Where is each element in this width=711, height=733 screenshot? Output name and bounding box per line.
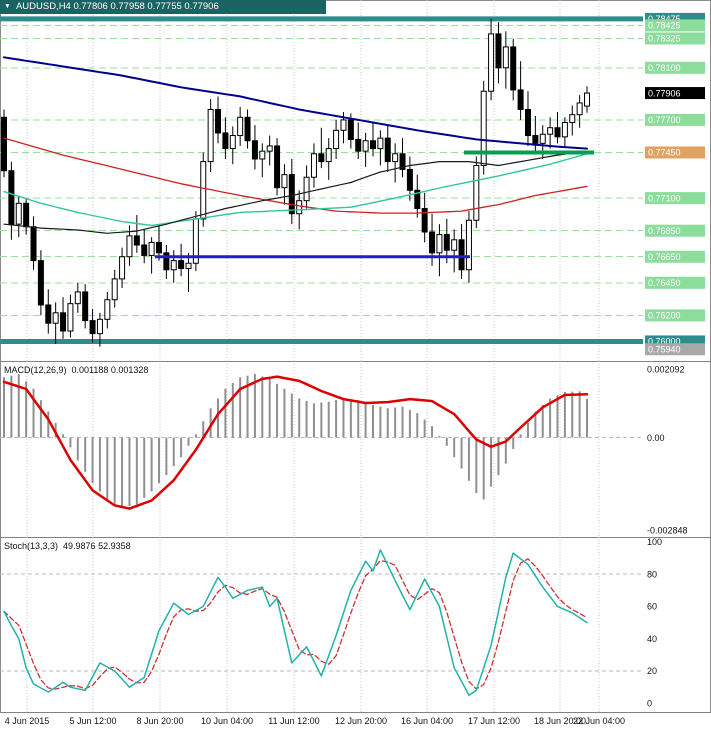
svg-text:0.77700: 0.77700: [648, 115, 681, 125]
price-axis-label: 0.78100: [645, 61, 705, 74]
time-axis-label: 5 Jun 12:00: [69, 716, 117, 726]
price-axis-label: 0.75940: [645, 343, 705, 356]
svg-text:0.002092: 0.002092: [647, 365, 685, 375]
symbol-ohlc-title: AUDUSD,H4 0.77806 0.77958 0.77755 0.7790…: [15, 1, 219, 12]
svg-text:0.78100: 0.78100: [648, 63, 681, 73]
svg-text:0.75940: 0.75940: [648, 344, 681, 354]
stoch-label: Stoch(13,3,3) 49.9876 52.9358: [4, 541, 131, 551]
stoch-values: 49.9876 52.9358: [63, 541, 131, 551]
horizontal-price-levels: [0, 16, 643, 344]
time-axis-label: 10 Jun 04:00: [200, 716, 254, 726]
price-axis-label: 0.78425: [645, 19, 705, 32]
time-axis-label: 8 Jun 20:00: [136, 716, 184, 726]
chart-title-bar: ▼ AUDUSD,H4 0.77806 0.77958 0.77755 0.77…: [0, 0, 326, 14]
macd-values: 0.001188 0.001328: [71, 365, 149, 375]
macd-indicator-panel[interactable]: 0.002092 0.00 -0.002848: [0, 361, 711, 537]
svg-text:60: 60: [647, 602, 657, 612]
time-axis-label: 22 Jun 04:00: [572, 716, 626, 726]
price-axis-label: 0.76650: [645, 250, 705, 263]
time-axis-label: 11 Jun 12:00: [268, 716, 320, 726]
medium-ma-red: [3, 137, 588, 214]
stoch-axis-labels: 100 80 60 40 20 0: [647, 537, 662, 708]
svg-text:0.78425: 0.78425: [648, 21, 681, 31]
svg-text:20: 20: [647, 666, 657, 676]
macd-signal-line: [2, 375, 589, 510]
time-axis: 4 Jun 2015 5 Jun 12:00 8 Jun 20:00 10 Jun 0…: [0, 713, 711, 733]
svg-text:0.77100: 0.77100: [648, 193, 681, 203]
price-axis-label: 0.76200: [645, 309, 705, 322]
price-axis-label: 0.77450: [645, 146, 705, 159]
svg-text:80: 80: [647, 569, 657, 579]
price-axis-label: 0.78325: [645, 32, 705, 45]
price-axis-label: 0.77700: [645, 113, 705, 126]
svg-text:100: 100: [647, 537, 662, 547]
fast-ma-black: [3, 150, 588, 234]
svg-text:0.77450: 0.77450: [648, 148, 681, 158]
svg-text:0.78325: 0.78325: [648, 34, 681, 44]
vertical-gridlines: [26, 537, 600, 713]
candlestick-series: [1, 18, 591, 347]
trend-segments: [155, 150, 594, 259]
stochastic-indicator-panel[interactable]: 100 80 60 40 20 0: [0, 537, 711, 713]
slow-ma-blue: [3, 56, 588, 150]
svg-text:0.00: 0.00: [647, 433, 665, 443]
macd-histogram: [3, 374, 589, 508]
svg-text:0.76000: 0.76000: [648, 337, 681, 347]
stoch-d-line: [3, 558, 588, 690]
fast-ma-aqua: [3, 153, 588, 227]
svg-text:0.76450: 0.76450: [648, 278, 681, 288]
svg-text:0.78475: 0.78475: [648, 14, 681, 24]
time-axis-label: 17 Jun 12:00: [467, 716, 521, 726]
stoch-k-line: [3, 549, 588, 696]
svg-text:0.76850: 0.76850: [648, 226, 681, 236]
time-axis-label: 16 Jun 04:00: [400, 716, 454, 726]
svg-text:0: 0: [647, 699, 652, 709]
price-axis-label: 0.76450: [645, 276, 705, 289]
stoch-signal-levels: [0, 573, 643, 672]
dropdown-triangle-icon[interactable]: ▼: [4, 3, 11, 10]
price-axis-label: 0.76850: [645, 224, 705, 237]
macd-label: MACD(12,26,9) 0.001188 0.001328: [4, 365, 148, 375]
svg-text:0.77906: 0.77906: [648, 88, 681, 98]
stoch-name: Stoch(13,3,3): [4, 541, 59, 551]
moving-average-lines: [3, 56, 588, 234]
time-axis-label: 4 Jun 2015: [4, 716, 50, 726]
time-axis-label: 18 Jun 20:00: [533, 716, 587, 726]
price-axis-label: 0.77906: [645, 87, 705, 100]
price-axis-label: 0.77100: [645, 192, 705, 205]
macd-name: MACD(12,26,9): [4, 365, 67, 375]
macd-axis-labels: 0.002092 0.00 -0.002848: [647, 365, 688, 536]
time-axis-label: 12 Jun 20:00: [334, 716, 388, 726]
svg-text:40: 40: [647, 634, 657, 644]
svg-text:0.76650: 0.76650: [648, 252, 681, 262]
svg-text:-0.002848: -0.002848: [647, 526, 688, 536]
svg-text:0.76200: 0.76200: [648, 311, 681, 321]
